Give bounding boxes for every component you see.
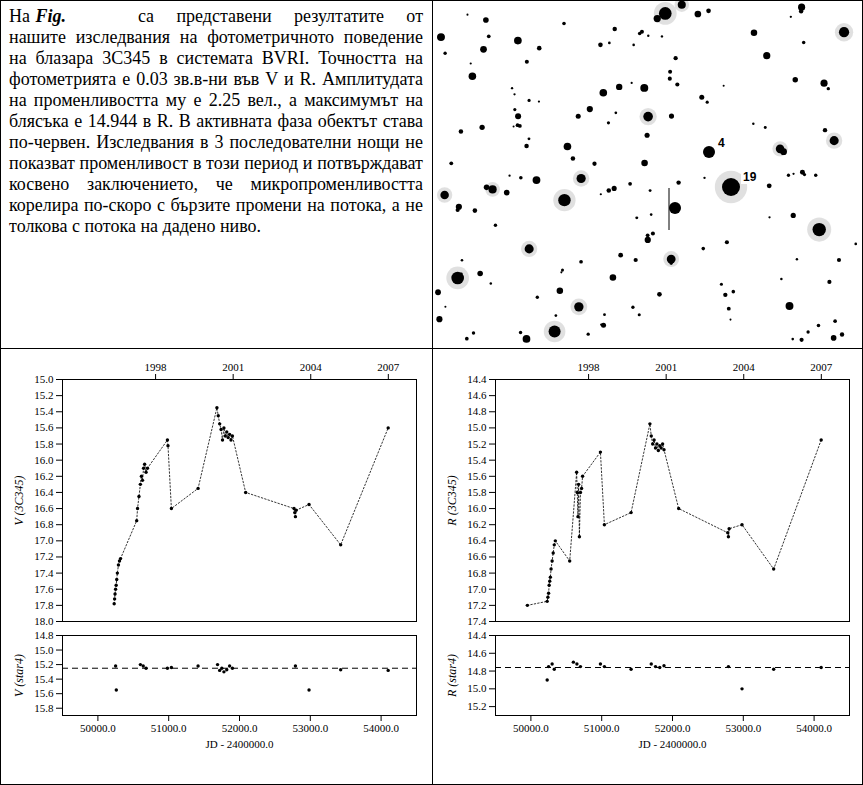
svg-text:50000.0: 50000.0: [513, 722, 549, 734]
svg-text:14.6: 14.6: [467, 389, 487, 401]
svg-text:17.6: 17.6: [34, 583, 54, 595]
svg-text:14.6: 14.6: [467, 647, 487, 659]
svg-text:2004: 2004: [733, 361, 756, 373]
svg-text:4: 4: [718, 136, 725, 150]
svg-text:16.6: 16.6: [34, 502, 54, 514]
svg-text:52000.0: 52000.0: [655, 722, 691, 734]
svg-text:17.2: 17.2: [34, 550, 53, 562]
svg-text:17.8: 17.8: [34, 599, 54, 611]
svg-text:53000.0: 53000.0: [725, 722, 761, 734]
svg-text:15.2: 15.2: [467, 700, 486, 712]
svg-text:14.4: 14.4: [467, 629, 487, 641]
html-text:На Fig.: На Fig.: [9, 6, 66, 26]
svg-text:16.2: 16.2: [34, 470, 53, 482]
svg-text:17.0: 17.0: [467, 583, 487, 595]
svg-text:15.0: 15.0: [34, 644, 54, 656]
svg-text:15.2: 15.2: [34, 389, 53, 401]
svg-text:16.4: 16.4: [34, 486, 54, 498]
svg-text:51000.0: 51000.0: [584, 722, 620, 734]
svg-text:15.6: 15.6: [467, 470, 487, 482]
svg-text:15.0: 15.0: [34, 373, 54, 385]
svg-text:14.4: 14.4: [467, 373, 487, 385]
svg-text:JD - 2400000.0: JD - 2400000.0: [638, 738, 707, 750]
svg-text:17.4: 17.4: [467, 615, 487, 627]
svg-text:V (star4): V (star4): [12, 654, 26, 697]
svg-text:15.8: 15.8: [34, 438, 54, 450]
svg-text:15.4: 15.4: [34, 405, 54, 417]
svg-text:52000.0: 52000.0: [222, 722, 258, 734]
svg-text:17.2: 17.2: [467, 599, 486, 611]
svg-text:15.8: 15.8: [34, 702, 54, 714]
svg-text:1998: 1998: [145, 361, 168, 373]
svg-text:15.6: 15.6: [34, 687, 54, 699]
svg-text:50000.0: 50000.0: [80, 722, 116, 734]
svg-text:15.2: 15.2: [34, 658, 53, 670]
svg-text:R (star4): R (star4): [445, 654, 459, 698]
svg-text:15.4: 15.4: [34, 673, 54, 685]
svg-text:16.0: 16.0: [34, 454, 54, 466]
svg-text:15.4: 15.4: [467, 454, 487, 466]
svg-text:16.0: 16.0: [467, 502, 487, 514]
svg-text:54000.0: 54000.0: [363, 722, 399, 734]
svg-text:2001: 2001: [655, 361, 677, 373]
svg-text:JD - 2400000.0: JD - 2400000.0: [205, 738, 274, 750]
html-text:са представени резултатите от: са представени резултатите от нашите изс…: [9, 6, 423, 236]
svg-text:16.8: 16.8: [467, 567, 487, 579]
svg-text:2007: 2007: [377, 361, 400, 373]
svg-text:16.4: 16.4: [467, 534, 487, 546]
svg-text:19: 19: [743, 170, 757, 184]
svg-text:15.2: 15.2: [467, 438, 486, 450]
svg-text:16.2: 16.2: [467, 518, 486, 530]
svg-text:15.6: 15.6: [34, 421, 54, 433]
svg-text:15.0: 15.0: [467, 682, 487, 694]
svg-text:17.4: 17.4: [34, 567, 54, 579]
svg-text:2001: 2001: [222, 361, 244, 373]
svg-text:2004: 2004: [300, 361, 323, 373]
svg-text:2007: 2007: [810, 361, 833, 373]
svg-text:15.8: 15.8: [467, 486, 487, 498]
svg-text:14.8: 14.8: [34, 629, 54, 641]
svg-text:18.0: 18.0: [34, 615, 54, 627]
svg-text:51000.0: 51000.0: [151, 722, 187, 734]
svg-text:17.0: 17.0: [34, 534, 54, 546]
svg-text:53000.0: 53000.0: [292, 722, 328, 734]
svg-text:16.8: 16.8: [34, 518, 54, 530]
svg-text:15.0: 15.0: [467, 421, 487, 433]
svg-text:V (3C345): V (3C345): [12, 475, 26, 525]
svg-text:16.6: 16.6: [467, 550, 487, 562]
svg-text:14.8: 14.8: [467, 405, 487, 417]
svg-text:14.8: 14.8: [467, 665, 487, 677]
svg-text:54000.0: 54000.0: [796, 722, 832, 734]
svg-text:R (3C345): R (3C345): [445, 475, 459, 526]
svg-text:1998: 1998: [578, 361, 601, 373]
